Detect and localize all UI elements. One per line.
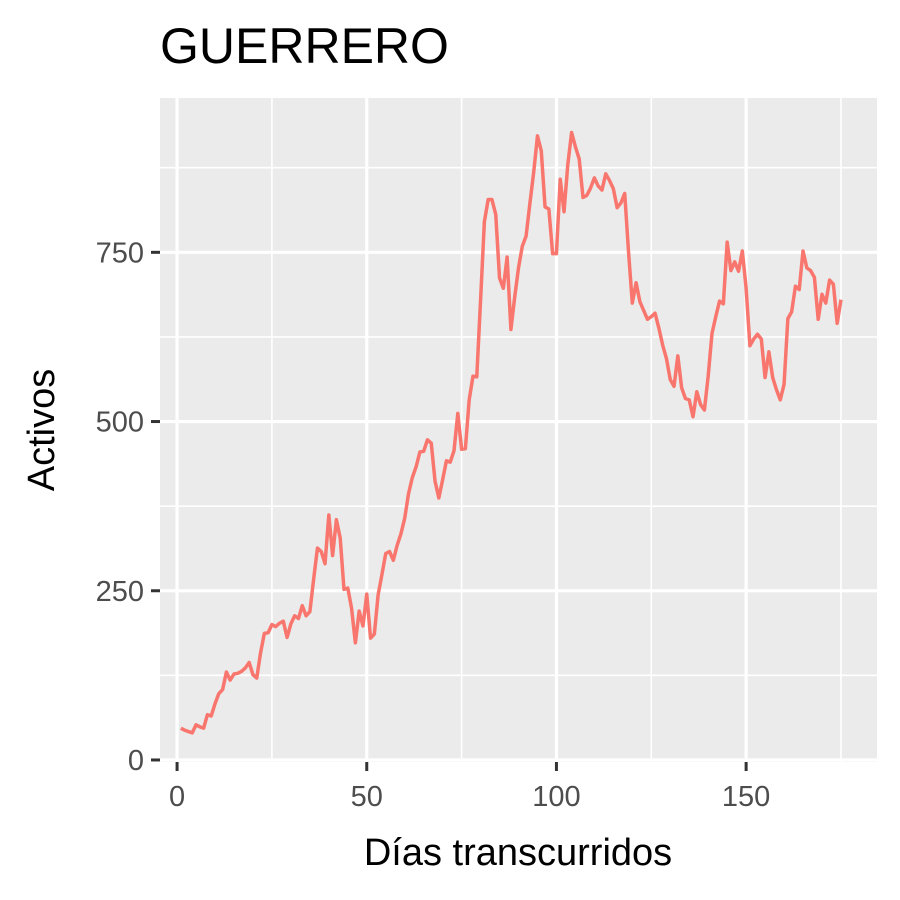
plot-panel (160, 98, 877, 762)
y-axis: 0 250 500 750 (96, 237, 160, 777)
x-axis: 0 50 100 150 (169, 762, 770, 813)
minor-gridlines (160, 98, 877, 762)
x-axis-label: Días transcurridos (364, 832, 672, 874)
y-tick-label: 500 (96, 407, 144, 439)
x-tick-label: 150 (722, 781, 770, 813)
y-axis-label: Activos (21, 369, 63, 491)
series-line (180, 130, 843, 735)
y-tick-label: 750 (96, 237, 144, 269)
y-tick-label: 0 (128, 745, 144, 777)
y-tick-label: 250 (96, 576, 144, 608)
major-gridlines (160, 98, 877, 762)
x-tick-label: 0 (169, 781, 185, 813)
chart-title: GUERRERO (160, 18, 449, 74)
x-tick-label: 50 (351, 781, 383, 813)
x-tick-label: 100 (532, 781, 580, 813)
